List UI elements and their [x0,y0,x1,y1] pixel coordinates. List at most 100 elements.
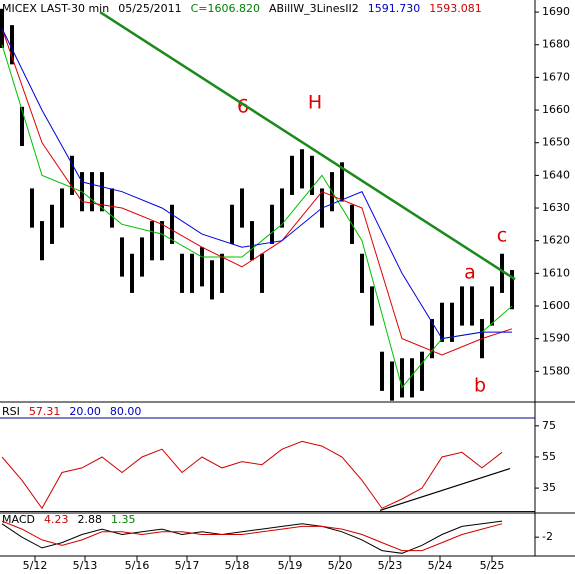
price-bar [310,155,314,195]
y-tick-label: 1680 [542,38,570,51]
moving-average [1,28,512,340]
price-bar [290,155,294,195]
x-tick-label: 5/24 [428,559,453,572]
price-bar [160,221,164,261]
header-label: 57.31 [29,405,61,418]
price-bar [180,253,184,293]
header-label: ABillW_3LinesII2 [269,2,359,15]
price-bar [400,358,404,398]
trendline [99,11,516,281]
y-tick-label: 1630 [542,201,570,214]
price-bar [10,25,14,65]
y-tick-label: 1650 [542,136,570,149]
price-bar [260,253,264,293]
annotation: b [474,375,486,397]
indicator-line [1,520,503,552]
x-tick-label: 5/19 [278,559,303,572]
price-bar [240,188,244,228]
x-tick-label: 5/20 [328,559,353,572]
price-bar [360,253,364,293]
price-bar [340,162,344,202]
price-bar [390,361,394,401]
y-tick-label: 1620 [542,234,570,247]
x-tick-label: 5/18 [225,559,250,572]
x-tick-label: 5/23 [378,559,403,572]
annotation: a [464,262,476,284]
price-bar [200,247,204,287]
price-bar [230,204,234,244]
x-tick-label: 5/12 [23,559,48,572]
indicator-line [1,440,503,510]
header-label: MICEX LAST-30 min [2,2,109,15]
y-tick-label: 1670 [542,70,570,83]
annotation: H [308,92,322,114]
x-tick-label: 5/13 [73,559,98,572]
y-tick-label: 1590 [542,332,570,345]
trendline [379,468,511,511]
moving-average [1,44,513,389]
x-tick-label: 5/25 [480,559,505,572]
y-tick-label: 1690 [542,5,570,18]
y-tick-label: 1640 [542,168,570,181]
price-bar [370,286,374,326]
x-tick-label: 5/17 [175,559,200,572]
y-tick-label: 1610 [542,266,570,279]
price-bar [70,155,74,195]
header-label: RSI [2,405,20,418]
header-label: 1.35 [111,513,136,526]
moving-average [1,28,513,356]
annotation: c [497,225,507,247]
x-tick-label: 5/16 [125,559,150,572]
price-bar [20,106,24,146]
price-bar [170,204,174,244]
price-bar [110,188,114,228]
y-tick-label: 35 [542,481,556,494]
price-bar [380,351,384,391]
header-label: C=1606.820 [191,2,260,15]
price-bar [430,319,434,359]
price-bar [250,221,254,261]
header-label: 2.88 [77,513,102,526]
price-bar [220,253,224,293]
price-bar [60,188,64,228]
y-tick-label: 75 [542,419,556,432]
price-bar [460,286,464,326]
price-bar [500,253,504,293]
price-bar [450,302,454,342]
y-tick-label: 55 [542,450,556,463]
price-bar [420,351,424,391]
header-label: 05/25/2011 [118,2,181,15]
header-label: 20.00 [69,405,101,418]
price-bar [300,149,304,189]
price-bar [130,253,134,293]
y-tick-label: 1580 [542,364,570,377]
price-bar [410,358,414,398]
header-label: 1591.730 [368,2,421,15]
price-bar [470,286,474,326]
header-label: MACD [2,513,35,526]
price-bar [150,221,154,261]
y-tick-label: 1600 [542,299,570,312]
y-tick-label: -2 [542,530,553,543]
header-label: 4.23 [44,513,69,526]
price-bar [270,204,274,244]
price-bar [510,270,514,310]
price-bar [100,172,104,212]
price-bar [490,286,494,326]
price-bar [280,188,284,228]
price-bar [120,237,124,277]
header-label: 80.00 [110,405,142,418]
y-tick-label: 1660 [542,103,570,116]
price-bar [140,237,144,277]
price-bar [30,188,34,228]
price-bar [190,253,194,293]
price-bar [90,172,94,212]
price-bar [210,260,214,300]
price-bar [440,302,444,342]
indicator-line [1,520,503,554]
price-bar [50,204,54,244]
header-label: 1593.081 [429,2,482,15]
price-bar [40,221,44,261]
